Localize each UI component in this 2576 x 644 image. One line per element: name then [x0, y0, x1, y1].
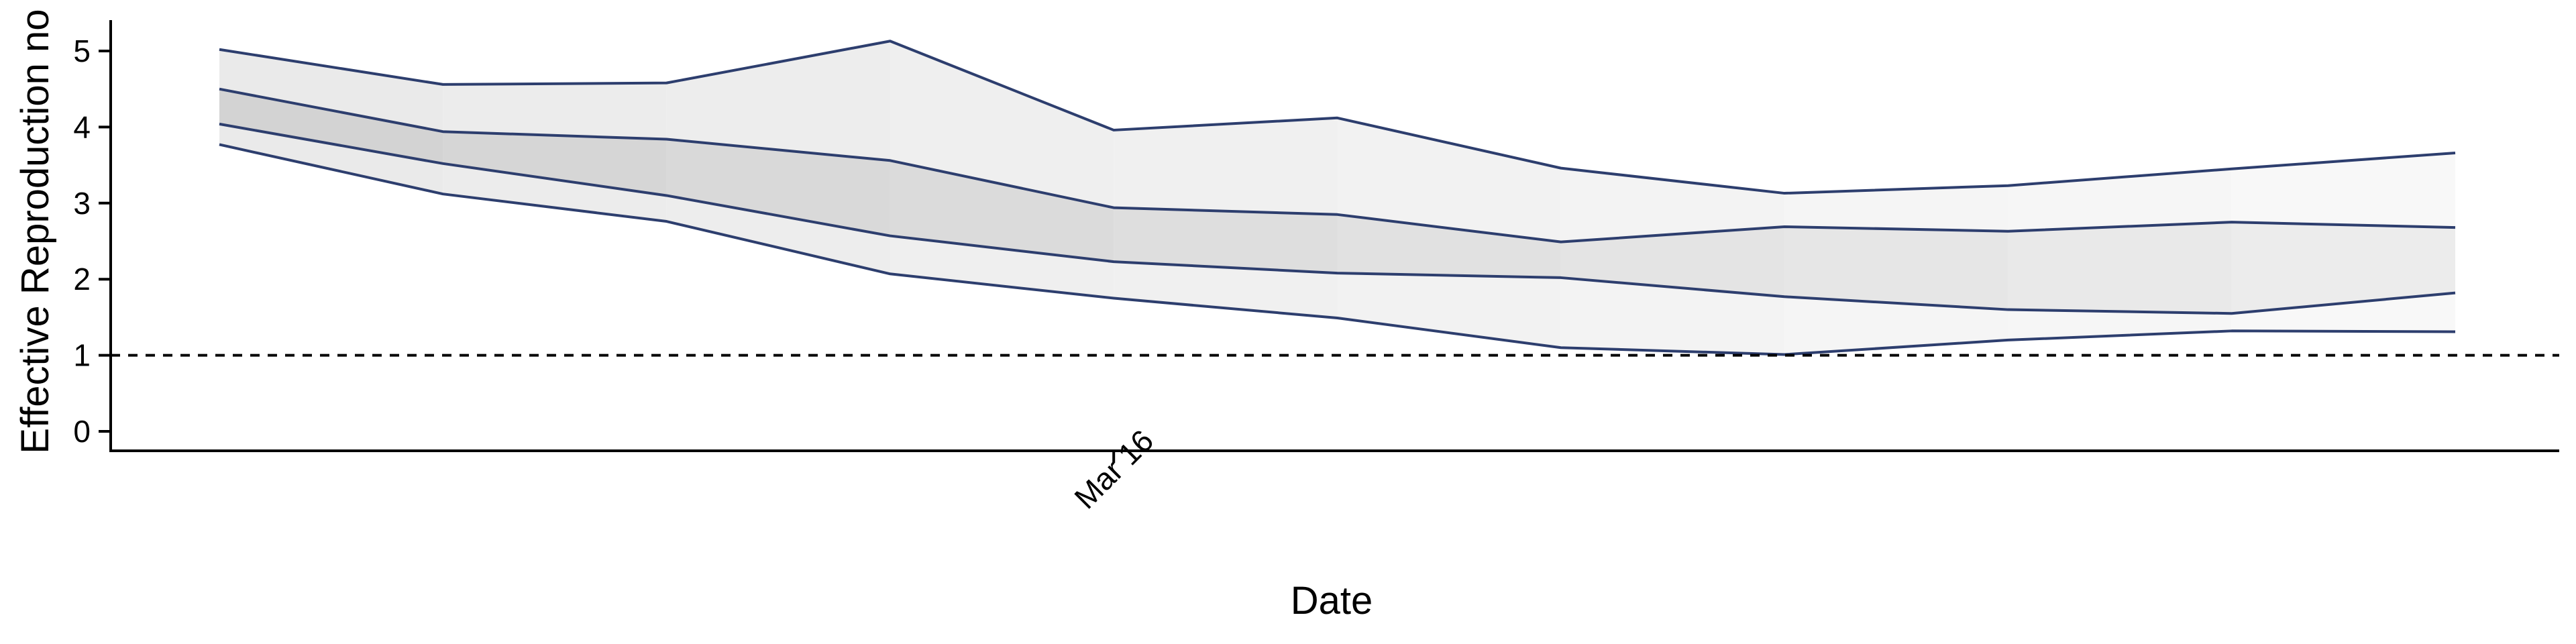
outer-lower-line — [219, 143, 2456, 356]
inner-band-segment — [1337, 214, 1561, 278]
y-tick-label: 2 — [73, 262, 91, 297]
inner-band-segment — [1560, 226, 1785, 297]
inner-band-segment — [890, 160, 1114, 262]
inner-band-segment — [1114, 207, 1338, 274]
x-axis-title: Date — [1291, 579, 1373, 623]
y-tick-label: 5 — [73, 34, 91, 68]
inner-upper-line — [219, 87, 2456, 244]
y-tick-label: 4 — [73, 109, 91, 144]
inner-lower-line — [219, 122, 2456, 315]
y-tick-label: 1 — [73, 338, 91, 373]
inner-band-segment — [219, 89, 443, 164]
axis-layer — [109, 20, 2559, 452]
x-tick-label: Mar 16 — [1067, 423, 1160, 515]
inner-band-segment — [443, 131, 667, 196]
inner-band-segment — [2008, 222, 2232, 314]
inner-band-layer — [219, 89, 2455, 314]
y-tick-label: 0 — [73, 414, 91, 449]
series-line-layer — [219, 40, 2456, 356]
inner-band-segment — [1784, 226, 2008, 310]
y-tick-label: 3 — [73, 186, 91, 221]
inner-band-segment — [666, 139, 890, 236]
inner-band-segment — [2231, 222, 2455, 314]
y-axis-title: Effective Reproduction no — [13, 9, 57, 453]
outer-upper-line — [219, 40, 2456, 195]
